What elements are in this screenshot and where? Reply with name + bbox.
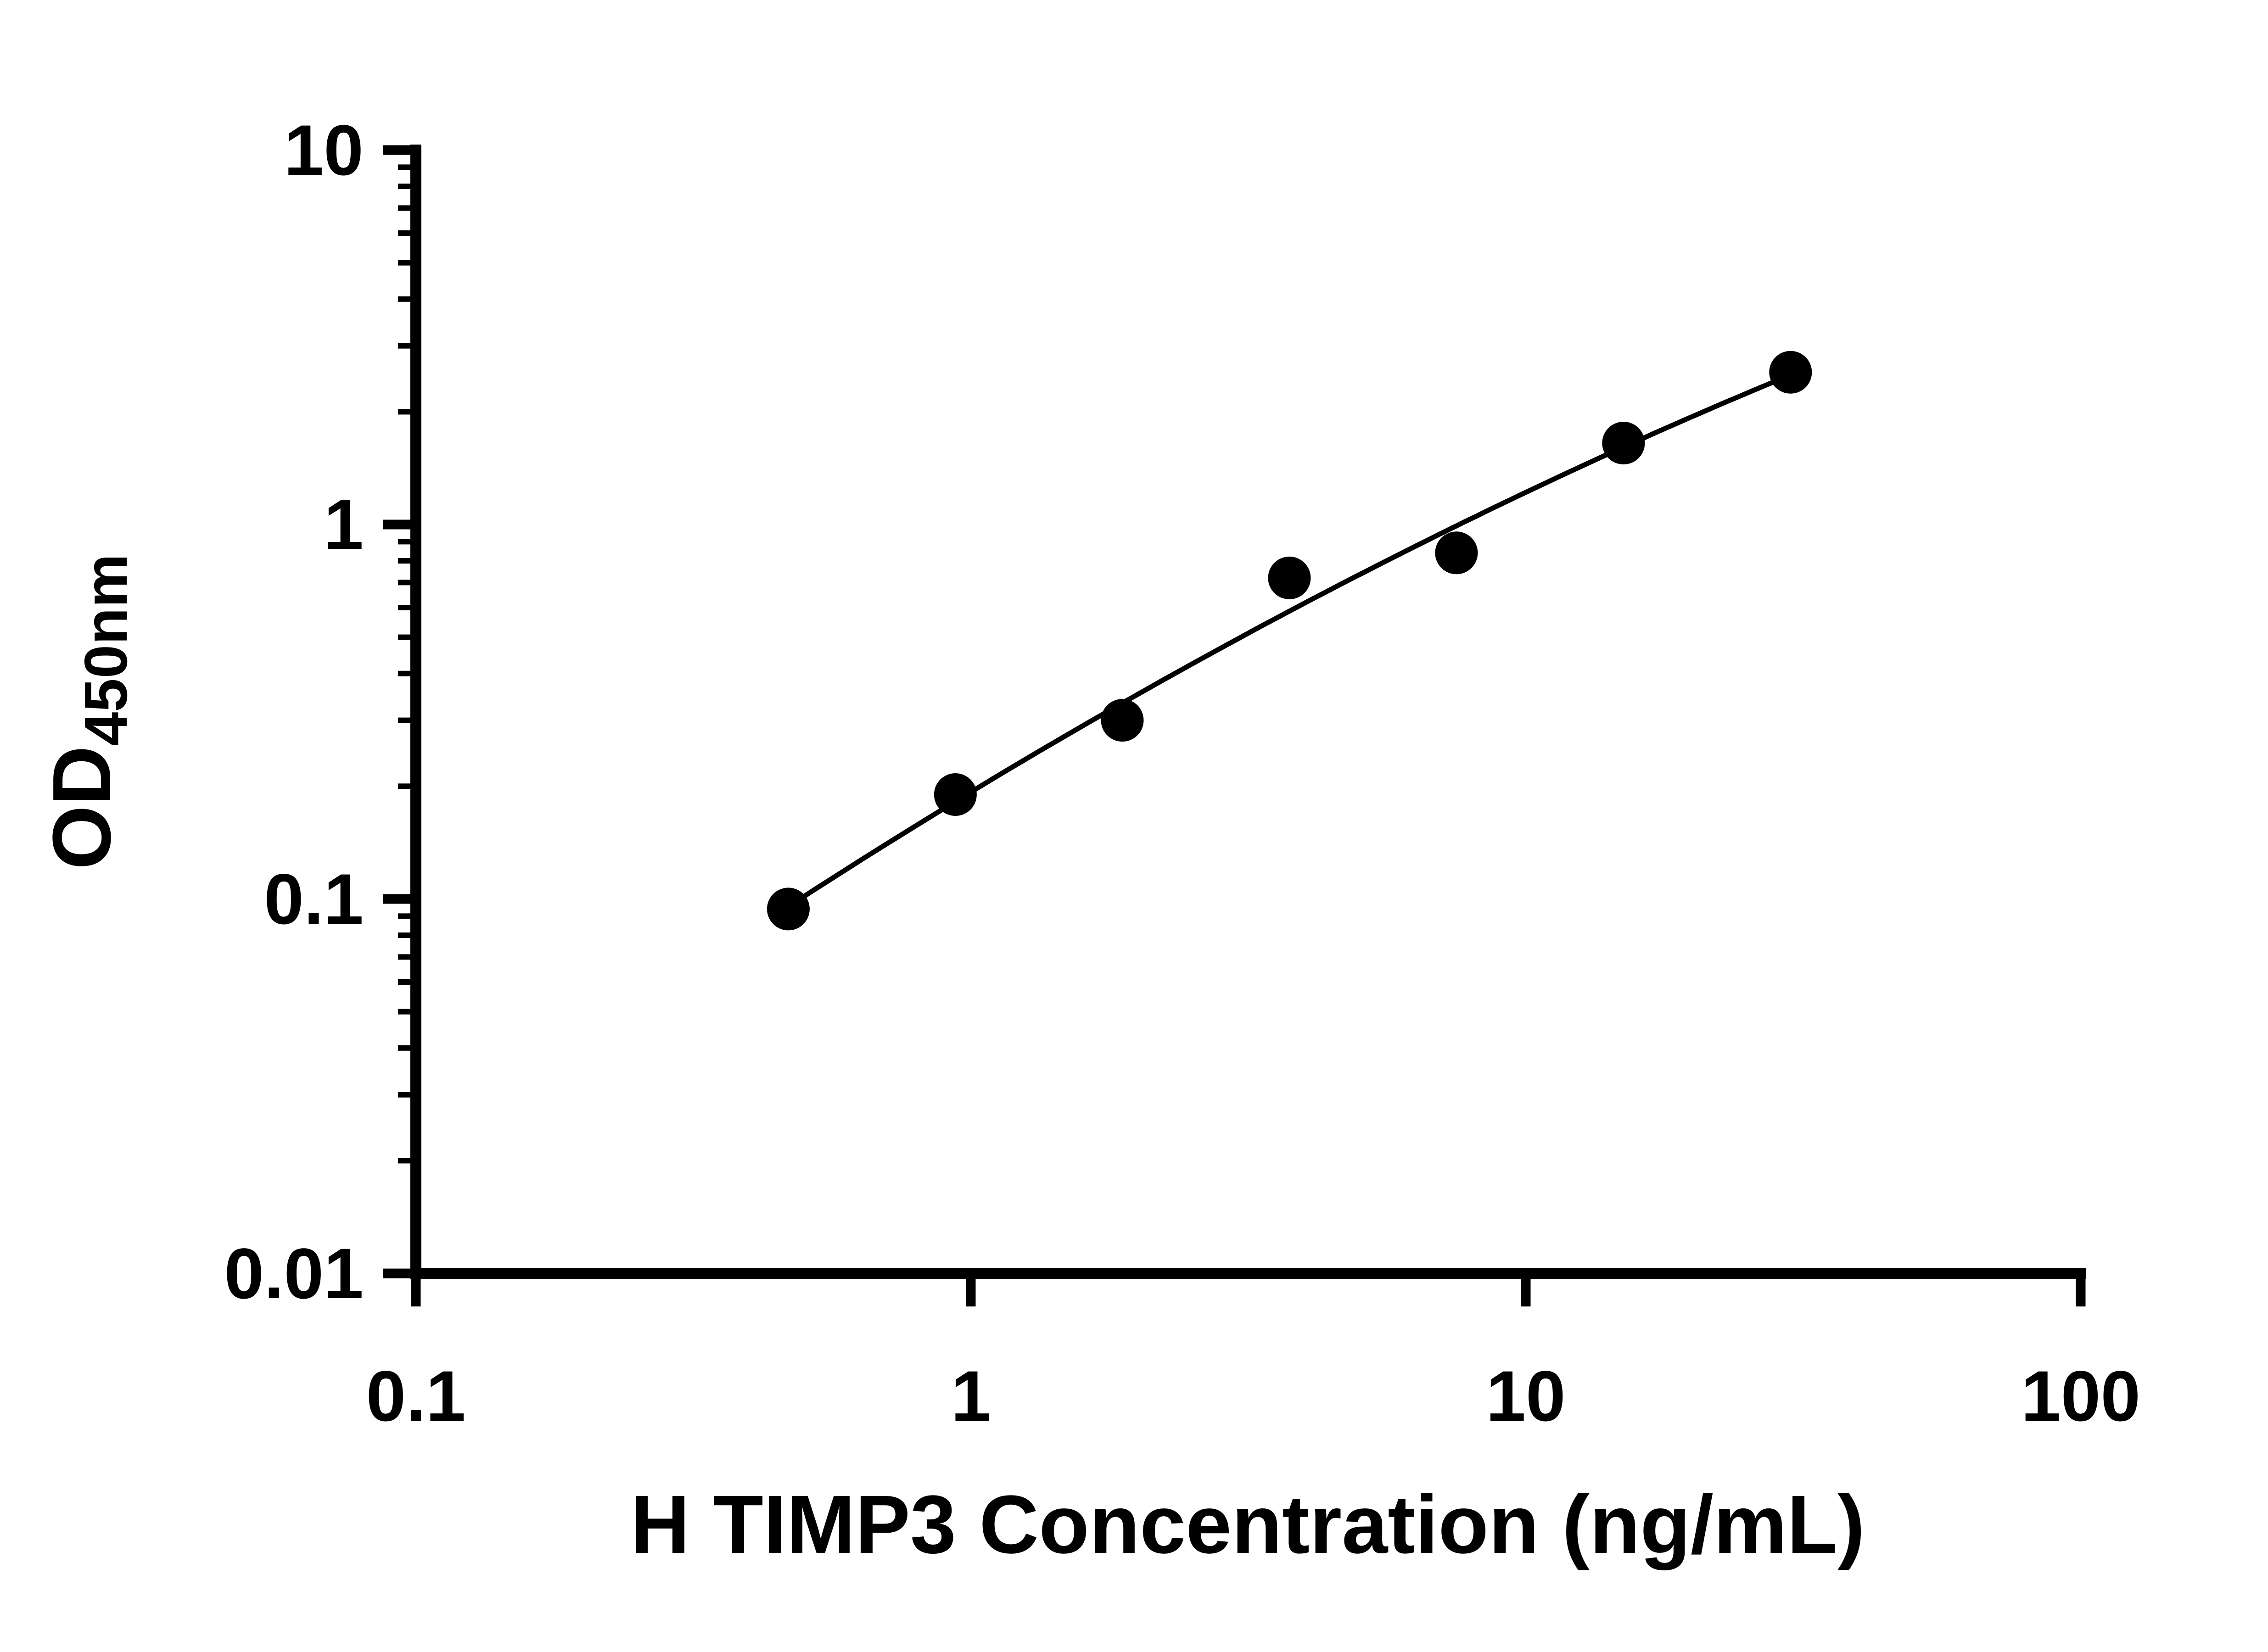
y-tick-label: 0.01	[224, 1234, 364, 1314]
data-point	[767, 887, 810, 931]
x-tick-label: 0.1	[366, 1356, 466, 1436]
x-axis-title: H TIMP3 Concentration (ng/mL)	[630, 1479, 1865, 1571]
y-axis-title-subscript: 450nm	[72, 554, 140, 746]
y-tick-label: 0.1	[264, 859, 364, 939]
data-point	[1101, 699, 1144, 742]
x-tick-label: 1	[951, 1356, 991, 1436]
y-axis-title: OD450nm	[36, 554, 140, 870]
y-tick-label: 1	[324, 485, 364, 565]
y-axis-title-main: OD	[36, 746, 128, 870]
data-point	[1602, 422, 1645, 465]
data-point	[1268, 556, 1311, 599]
data-point	[1769, 351, 1812, 394]
data-point	[934, 773, 977, 816]
x-tick-label: 10	[1486, 1356, 1566, 1436]
x-tick-label: 100	[2021, 1356, 2140, 1436]
y-tick-label: 10	[284, 111, 364, 190]
axes	[410, 145, 2086, 1279]
data-point	[1435, 531, 1478, 575]
